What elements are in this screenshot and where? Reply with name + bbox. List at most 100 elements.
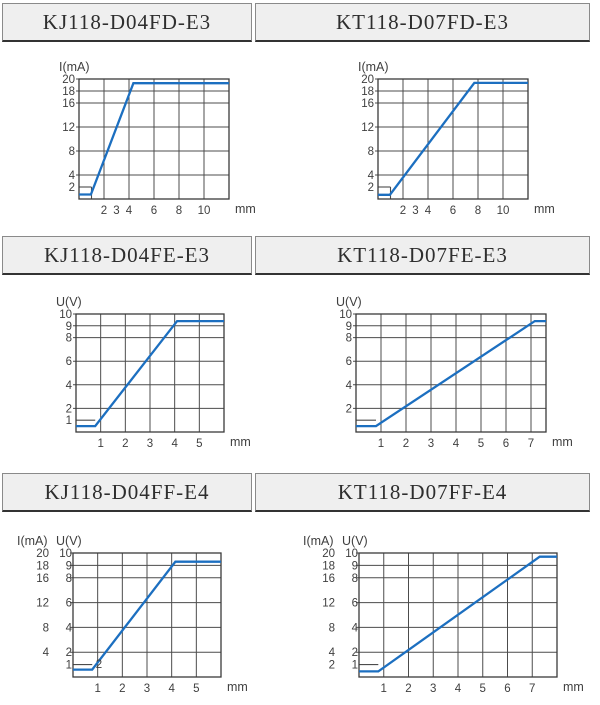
x-tick-label: 1 xyxy=(381,683,387,695)
x-axis-unit-label: mm xyxy=(230,435,251,449)
product-title-kj118-d04fd: KJ118-D04FD-E3 xyxy=(2,3,252,42)
x-tick-label: 4 xyxy=(453,438,460,450)
y-axis-title-current: I(mA) xyxy=(17,534,48,548)
response-curve xyxy=(79,82,229,196)
chart-kt118-d07ff-output-curve: 2 4 8 12 16 18 20 1 2 4 6 8 9 10 1 2 3 4 5 6 7 mm I(mA) U(V) xyxy=(301,527,595,705)
x-tick-label: 1 xyxy=(97,438,103,450)
x-tick-label: 1 xyxy=(94,683,100,695)
y-tick-label: 4 xyxy=(69,170,76,182)
x-tick-label: 5 xyxy=(480,683,486,695)
y-axis-title: I(mA) xyxy=(59,60,90,74)
chart-kj118-d04ff-output-curve: 4 8 12 16 18 20 1 2 4 6 8 9 10 1 2 3 4 5 mm I(mA) U(V) 2 xyxy=(15,527,259,705)
y-tick-label: 9 xyxy=(66,321,72,333)
x-tick-label: 6 xyxy=(504,683,510,695)
y-tick-label: 12 xyxy=(62,122,75,134)
y-tick-label: 18 xyxy=(361,86,374,98)
y-tick-label: 20 xyxy=(322,548,335,560)
x-tick-label: 7 xyxy=(529,683,535,695)
y-tick-label: 10 xyxy=(59,309,72,321)
y-tick-label: 4 xyxy=(352,622,359,634)
x-tick-label: 3 xyxy=(147,438,153,450)
x-tick-label: 3 xyxy=(428,438,434,450)
y-tick-label: 18 xyxy=(62,86,75,98)
y-tick-label: 8 xyxy=(329,622,335,634)
y-tick-label: 18 xyxy=(36,560,49,572)
response-curve xyxy=(73,560,221,671)
product-title-kj118-d04ff: KJ118-D04FF-E4 xyxy=(2,473,252,512)
x-tick-label: 5 xyxy=(196,438,202,450)
y-tick-label: 8 xyxy=(43,622,49,634)
response-curve xyxy=(359,555,557,673)
x-axis-unit-label: mm xyxy=(563,680,584,694)
x-tick-label: 3 xyxy=(113,205,119,217)
product-title-kt118-d07fd: KT118-D07FD-E3 xyxy=(255,3,590,42)
y-tick-label: 8 xyxy=(66,333,72,345)
product-title-label: KT118-D07FE-E3 xyxy=(337,242,508,267)
y-tick-label: 4 xyxy=(346,380,353,392)
product-title-kt118-d07ff: KT118-D07FF-E4 xyxy=(255,473,590,512)
y-axis-title: I(mA) xyxy=(358,60,389,74)
plot-border xyxy=(355,313,547,433)
chart-kj118-d04fd-output-curve: 2 4 8 12 16 18 20 2 3 4 6 8 10 mm I(mA) xyxy=(21,53,267,227)
x-axis-unit-label: mm xyxy=(552,435,573,449)
plot-border xyxy=(78,78,230,200)
y-tick-label: 12 xyxy=(361,122,374,134)
y-tick-label: 2 xyxy=(346,403,352,415)
y-tick-label: 6 xyxy=(66,598,72,610)
y-tick-label: 4 xyxy=(66,380,73,392)
x-tick-label: 4 xyxy=(126,205,133,217)
x-tick-label: 8 xyxy=(475,205,481,217)
x-tick-label: 4 xyxy=(455,683,462,695)
product-title-label: KT118-D07FD-E3 xyxy=(335,9,510,34)
y-tick-label: 8 xyxy=(352,573,358,585)
y-tick-label: 2 xyxy=(66,647,72,659)
x-tick-label: 8 xyxy=(176,205,182,217)
y-tick-label: 2 xyxy=(66,403,72,415)
y-tick-label: 4 xyxy=(66,622,73,634)
plot-border xyxy=(75,313,225,433)
chart-kj118-d04fe-output-curve: 1 2 4 6 8 9 10 1 2 3 4 5 mm U(V) xyxy=(18,288,262,460)
product-title-kj118-d04fe: KJ118-D04FE-E3 xyxy=(2,236,252,275)
x-tick-label: 2 xyxy=(405,683,411,695)
x-tick-label: 1 xyxy=(378,438,384,450)
product-title-label: KJ118-D04FD-E3 xyxy=(42,9,212,34)
product-title-label: KJ118-D04FF-E4 xyxy=(44,479,210,504)
x-tick-label: 10 xyxy=(198,205,211,217)
y-tick-label: 2 xyxy=(352,647,358,659)
plot-border xyxy=(358,552,558,678)
y-tick-label: 16 xyxy=(322,573,335,585)
y-tick-label: 20 xyxy=(361,74,374,86)
x-tick-label: 4 xyxy=(171,438,178,450)
x-tick-label: 7 xyxy=(528,438,534,450)
y-tick-label: 6 xyxy=(352,598,358,610)
y-tick-label: 18 xyxy=(322,560,335,572)
plot-annotation: 2 xyxy=(96,659,102,671)
y-axis-title: U(V) xyxy=(336,295,362,309)
y-tick-label: 10 xyxy=(339,309,352,321)
y-tick-label: 6 xyxy=(66,356,72,368)
x-tick-label: 6 xyxy=(503,438,509,450)
y-tick-label: 12 xyxy=(322,598,335,610)
y-axis-title: U(V) xyxy=(56,295,82,309)
x-tick-label: 4 xyxy=(425,205,432,217)
x-tick-label: 6 xyxy=(450,205,456,217)
y-tick-label: 16 xyxy=(36,573,49,585)
x-axis-unit-label: mm xyxy=(227,680,248,694)
x-tick-label: 5 xyxy=(193,683,199,695)
x-tick-label: 2 xyxy=(403,438,409,450)
y-tick-label: 16 xyxy=(62,98,75,110)
y-tick-label: 12 xyxy=(36,598,49,610)
y-tick-label: 4 xyxy=(43,647,50,659)
y-tick-label: 16 xyxy=(361,98,374,110)
product-title-kt118-d07fe: KT118-D07FE-E3 xyxy=(255,236,590,275)
plot-border xyxy=(72,552,222,678)
y-tick-label: 4 xyxy=(329,647,336,659)
y-tick-label: 8 xyxy=(346,333,352,345)
x-tick-label: 2 xyxy=(119,683,125,695)
y-tick-label: 2 xyxy=(69,182,75,194)
x-tick-label: 3 xyxy=(144,683,150,695)
y-tick-label: 1 xyxy=(352,660,358,672)
y-tick-label: 9 xyxy=(66,560,72,572)
response-curve xyxy=(76,319,224,428)
